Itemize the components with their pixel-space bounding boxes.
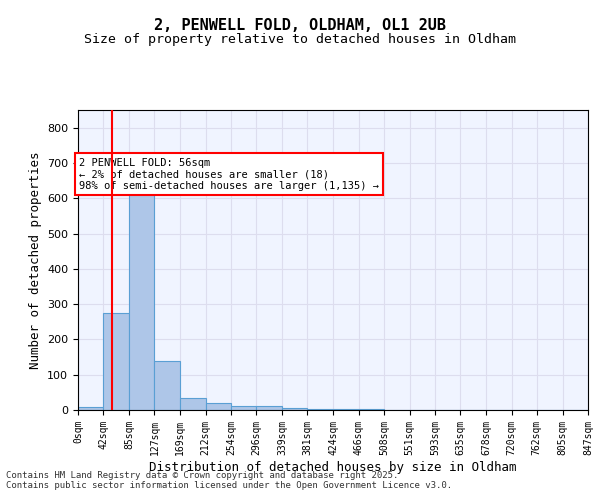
Bar [129,180,154,410]
Text: 2, PENWELL FOLD, OLDHAM, OL1 2UB: 2, PENWELL FOLD, OLDHAM, OL1 2UB [154,18,446,32]
X-axis label: Distribution of detached houses by size in Oldham: Distribution of detached houses by size … [149,460,517,473]
Bar [103,313,129,410]
Bar [154,360,180,410]
Bar [206,403,231,410]
Text: Size of property relative to detached houses in Oldham: Size of property relative to detached ho… [84,32,516,46]
Y-axis label: Number of detached properties: Number of detached properties [29,151,41,369]
Bar [256,406,282,410]
Bar [231,406,256,410]
Bar [282,408,307,410]
Bar [180,398,206,410]
Text: Contains HM Land Registry data © Crown copyright and database right 2025.
Contai: Contains HM Land Registry data © Crown c… [6,470,452,490]
Bar [78,407,103,410]
Text: 2 PENWELL FOLD: 56sqm
← 2% of detached houses are smaller (18)
98% of semi-detac: 2 PENWELL FOLD: 56sqm ← 2% of detached h… [79,158,379,191]
